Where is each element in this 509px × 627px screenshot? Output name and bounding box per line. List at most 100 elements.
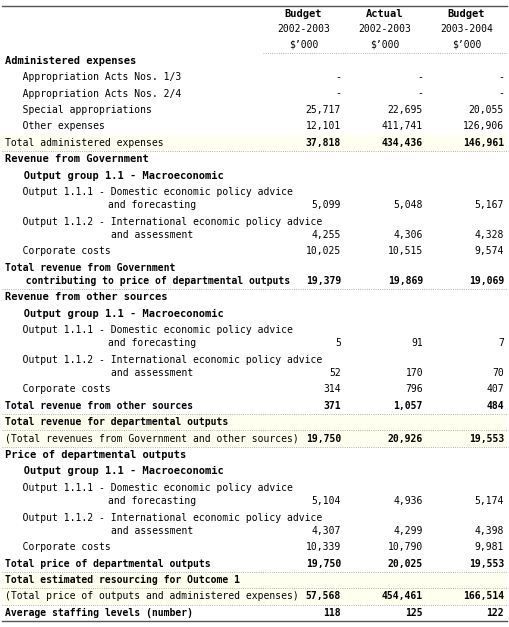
Text: 484: 484 bbox=[487, 401, 504, 411]
Text: 57,568: 57,568 bbox=[306, 591, 341, 601]
Text: 125: 125 bbox=[405, 608, 423, 618]
Text: 5,104: 5,104 bbox=[312, 496, 341, 506]
Polygon shape bbox=[2, 398, 507, 414]
Text: 10,339: 10,339 bbox=[306, 542, 341, 552]
Text: 407: 407 bbox=[487, 384, 504, 394]
Polygon shape bbox=[2, 322, 507, 352]
Text: 91: 91 bbox=[411, 339, 423, 349]
Text: 19,750: 19,750 bbox=[306, 434, 341, 444]
Polygon shape bbox=[2, 431, 507, 447]
Text: 12,101: 12,101 bbox=[306, 122, 341, 132]
Text: Budget: Budget bbox=[448, 9, 485, 19]
Text: 37,818: 37,818 bbox=[306, 138, 341, 148]
Text: 4,255: 4,255 bbox=[312, 230, 341, 240]
Text: 19,750: 19,750 bbox=[306, 559, 341, 569]
Text: Output 1.1.1 - Domestic economic policy advice: Output 1.1.1 - Domestic economic policy … bbox=[5, 187, 293, 197]
Text: 9,574: 9,574 bbox=[474, 246, 504, 256]
Polygon shape bbox=[2, 463, 507, 480]
Text: 2002-2003: 2002-2003 bbox=[358, 24, 411, 34]
Text: 20,025: 20,025 bbox=[388, 559, 423, 569]
Text: 19,553: 19,553 bbox=[469, 434, 504, 444]
Text: Appropriation Acts Nos. 1/3: Appropriation Acts Nos. 1/3 bbox=[5, 72, 181, 82]
Text: -: - bbox=[335, 88, 341, 98]
Polygon shape bbox=[2, 414, 507, 431]
Text: Total revenue from other sources: Total revenue from other sources bbox=[5, 401, 193, 411]
Polygon shape bbox=[2, 289, 507, 305]
Text: Output 1.1.1 - Domestic economic policy advice: Output 1.1.1 - Domestic economic policy … bbox=[5, 483, 293, 493]
Text: (Total price of outputs and administered expenses): (Total price of outputs and administered… bbox=[5, 591, 299, 601]
Text: 2002-2003: 2002-2003 bbox=[277, 24, 330, 34]
Polygon shape bbox=[2, 213, 507, 243]
Text: 52: 52 bbox=[329, 368, 341, 378]
Text: 4,328: 4,328 bbox=[474, 230, 504, 240]
Text: Output group 1.1 - Macroeconomic: Output group 1.1 - Macroeconomic bbox=[5, 466, 224, 477]
Text: Appropriation Acts Nos. 2/4: Appropriation Acts Nos. 2/4 bbox=[5, 88, 181, 98]
Text: 2003-2004: 2003-2004 bbox=[440, 24, 493, 34]
Text: contributing to price of departmental outputs: contributing to price of departmental ou… bbox=[14, 276, 290, 286]
Text: 5,048: 5,048 bbox=[393, 200, 423, 210]
Text: Corporate costs: Corporate costs bbox=[5, 384, 111, 394]
Text: and forecasting: and forecasting bbox=[108, 339, 196, 349]
Polygon shape bbox=[2, 135, 507, 151]
Text: 25,717: 25,717 bbox=[306, 105, 341, 115]
Text: Total revenue for departmental outputs: Total revenue for departmental outputs bbox=[5, 417, 228, 427]
Text: -: - bbox=[335, 72, 341, 82]
Text: Budget: Budget bbox=[285, 9, 322, 19]
Text: 371: 371 bbox=[323, 401, 341, 411]
Text: and assessment: and assessment bbox=[111, 525, 193, 535]
Text: 314: 314 bbox=[323, 384, 341, 394]
Text: and forecasting: and forecasting bbox=[108, 200, 196, 210]
Text: Total estimated resourcing for Outcome 1: Total estimated resourcing for Outcome 1 bbox=[5, 575, 240, 585]
Text: 5,174: 5,174 bbox=[474, 496, 504, 506]
Text: Actual: Actual bbox=[366, 9, 404, 19]
Polygon shape bbox=[2, 243, 507, 260]
Text: 146,961: 146,961 bbox=[463, 138, 504, 148]
Polygon shape bbox=[2, 119, 507, 135]
Polygon shape bbox=[2, 509, 507, 539]
Polygon shape bbox=[2, 151, 507, 167]
Text: 20,926: 20,926 bbox=[388, 434, 423, 444]
Text: Corporate costs: Corporate costs bbox=[5, 542, 111, 552]
Text: $’000: $’000 bbox=[289, 40, 318, 49]
Text: Corporate costs: Corporate costs bbox=[5, 246, 111, 256]
Polygon shape bbox=[2, 184, 507, 213]
Polygon shape bbox=[2, 539, 507, 556]
Text: Output group 1.1 - Macroeconomic: Output group 1.1 - Macroeconomic bbox=[5, 171, 224, 181]
Text: Output 1.1.2 - International economic policy advice: Output 1.1.2 - International economic po… bbox=[5, 355, 322, 365]
Polygon shape bbox=[2, 381, 507, 398]
Text: 9,981: 9,981 bbox=[474, 542, 504, 552]
Text: Average staffing levels (number): Average staffing levels (number) bbox=[5, 608, 193, 618]
Text: -: - bbox=[498, 88, 504, 98]
Polygon shape bbox=[2, 447, 507, 463]
Polygon shape bbox=[2, 588, 507, 604]
Polygon shape bbox=[2, 260, 507, 289]
Text: 4,299: 4,299 bbox=[393, 525, 423, 535]
Text: 1,057: 1,057 bbox=[393, 401, 423, 411]
Text: 19,379: 19,379 bbox=[306, 276, 341, 286]
Text: (Total revenues from Government and other sources): (Total revenues from Government and othe… bbox=[5, 434, 299, 444]
Text: and forecasting: and forecasting bbox=[108, 496, 196, 506]
Text: Output 1.1.1 - Domestic economic policy advice: Output 1.1.1 - Domestic economic policy … bbox=[5, 325, 293, 335]
Text: 122: 122 bbox=[487, 608, 504, 618]
Text: 170: 170 bbox=[405, 368, 423, 378]
Polygon shape bbox=[2, 53, 507, 69]
Text: 5,167: 5,167 bbox=[474, 200, 504, 210]
Text: 4,307: 4,307 bbox=[312, 525, 341, 535]
Text: -: - bbox=[417, 88, 423, 98]
Text: Output group 1.1 - Macroeconomic: Output group 1.1 - Macroeconomic bbox=[5, 308, 224, 319]
Polygon shape bbox=[2, 556, 507, 572]
Text: 22,695: 22,695 bbox=[388, 105, 423, 115]
Text: Revenue from Government: Revenue from Government bbox=[5, 154, 149, 164]
Text: and assessment: and assessment bbox=[111, 368, 193, 378]
Text: 19,553: 19,553 bbox=[469, 559, 504, 569]
Text: $’000: $’000 bbox=[452, 40, 481, 49]
Polygon shape bbox=[2, 604, 507, 621]
Polygon shape bbox=[2, 480, 507, 509]
Text: 10,025: 10,025 bbox=[306, 246, 341, 256]
Text: Output 1.1.2 - International economic policy advice: Output 1.1.2 - International economic po… bbox=[5, 217, 322, 227]
Text: 166,514: 166,514 bbox=[463, 591, 504, 601]
Text: 20,055: 20,055 bbox=[469, 105, 504, 115]
Text: 10,790: 10,790 bbox=[388, 542, 423, 552]
Text: 5,099: 5,099 bbox=[312, 200, 341, 210]
Text: and assessment: and assessment bbox=[111, 230, 193, 240]
